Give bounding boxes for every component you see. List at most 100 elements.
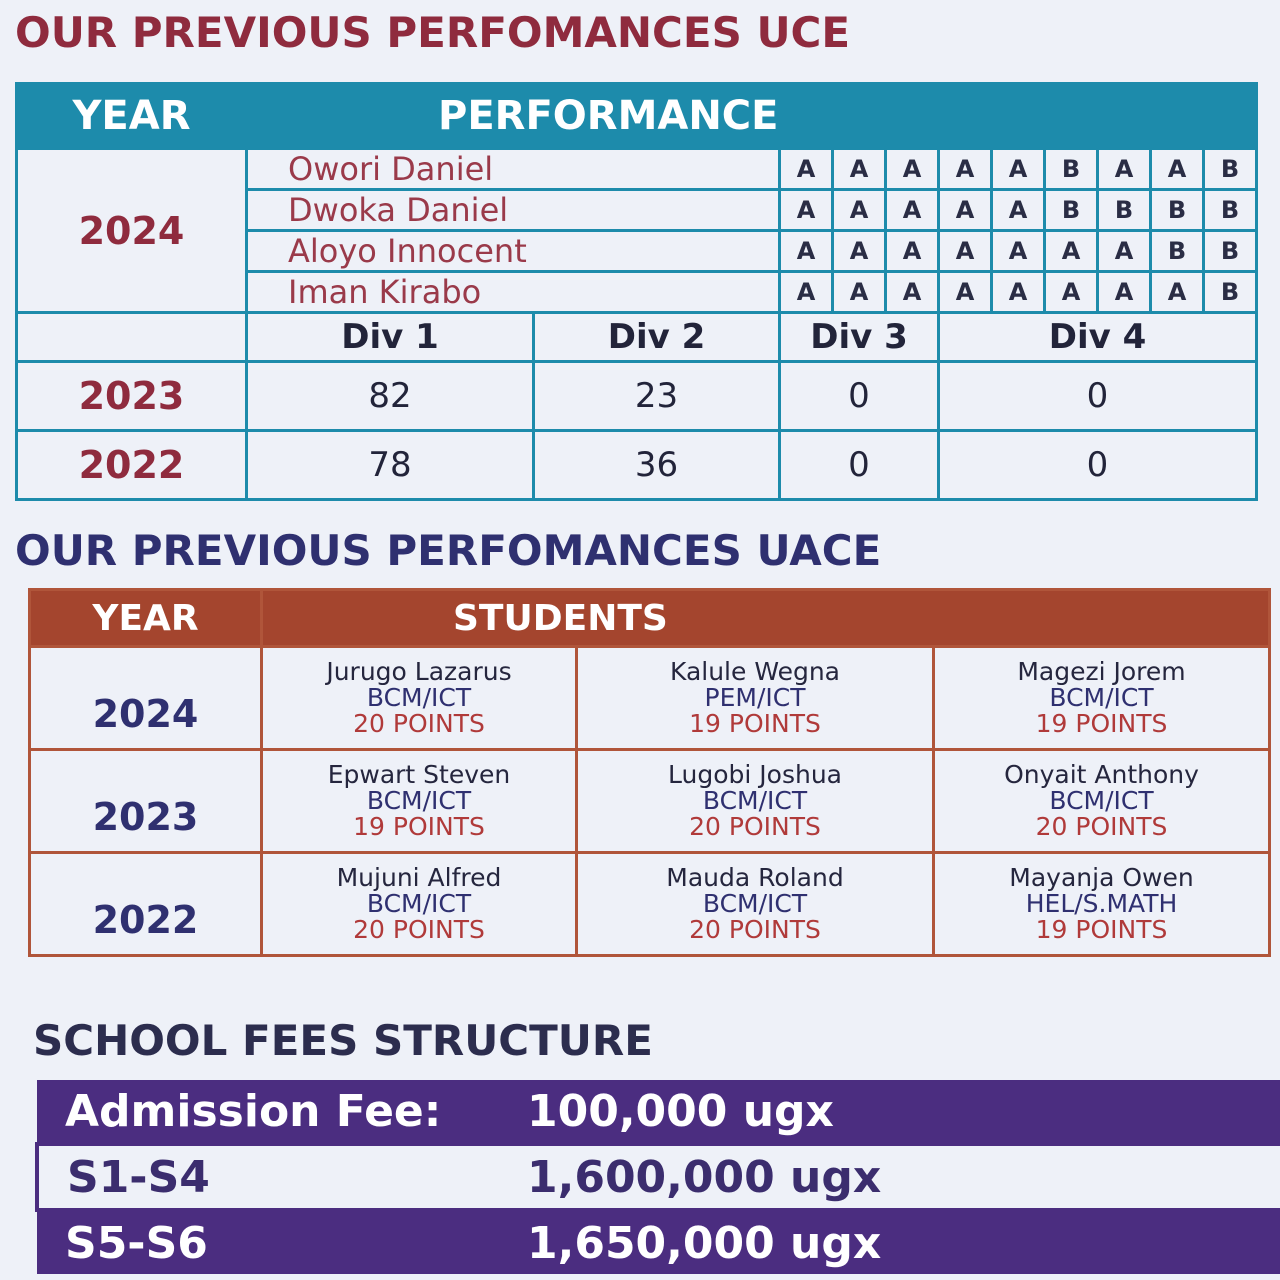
student-name: Aloyo Innocent	[245, 229, 781, 273]
division-row: 2022 78 36 0 0	[15, 429, 1258, 501]
subject-combination: BCM/ICT	[702, 889, 808, 918]
year-header: YEAR	[28, 588, 263, 648]
year-header: YEAR	[15, 82, 248, 150]
fee-row: S5-S6 1,650,000 ugx	[37, 1210, 1280, 1274]
uace-performance-table: YEAR STUDENTS 2024 Jurugo Lazarus BCM/ICT 20 …	[28, 588, 1271, 957]
grade-cell: A	[778, 270, 834, 314]
division-header: Div 2	[532, 311, 781, 363]
uace-row: 2022 Mujuni Alfred BCM/ICT 20 POINTS Mauda R…	[28, 851, 1271, 957]
grade-cell: A	[831, 270, 887, 314]
student-grade-row: Iman Kirabo A A A A A A A A B	[17, 270, 1258, 314]
student-points: 20 POINTS	[689, 915, 821, 944]
students-header: STUDENTS	[260, 588, 1271, 648]
student-points: 20 POINTS	[353, 915, 485, 944]
year-cell: 2022	[28, 851, 263, 957]
student-name: Mauda Roland	[666, 863, 844, 892]
subject-combination: BCM/ICT	[702, 786, 808, 815]
student-points: 19 POINTS	[1035, 915, 1168, 944]
fees-table: Admission Fee: 100,000 ugx S1-S4 1,600,000 …	[35, 1080, 1280, 1274]
grade-cell: B	[1202, 270, 1258, 314]
year-cell: 2022	[15, 429, 248, 501]
student-cell: Mayanja Owen HEL/S.MATH 19 POINTS	[932, 851, 1271, 957]
subject-combination: BCM/ICT	[1049, 683, 1154, 712]
subject-combination: BCM/ICT	[1049, 786, 1154, 815]
student-grade-row: Aloyo Innocent A A A A A A A B B	[17, 229, 1258, 273]
grade-cell: A	[1043, 270, 1099, 314]
performance-header: PERFORMANCE	[245, 82, 1258, 150]
student-name: Onyait Anthony	[1004, 760, 1199, 789]
student-cell: Onyait Anthony BCM/ICT 20 POINTS	[932, 748, 1271, 854]
student-cell: Lugobi Joshua BCM/ICT 20 POINTS	[575, 748, 935, 854]
student-cell: Mujuni Alfred BCM/ICT 20 POINTS	[260, 851, 578, 957]
fee-label: S5-S6	[37, 1210, 497, 1274]
student-cell: Mauda Roland BCM/ICT 20 POINTS	[575, 851, 935, 957]
grade-cell: A	[1043, 229, 1099, 273]
grade-cell: A	[990, 229, 1046, 273]
fee-amount: 1,650,000 ugx	[497, 1210, 1280, 1274]
fee-amount: 100,000 ugx	[497, 1080, 1280, 1144]
grade-cell: B	[1202, 188, 1258, 232]
grade-cell: A	[937, 229, 993, 273]
grade-cell: A	[937, 270, 993, 314]
grade-cell: B	[1202, 229, 1258, 273]
division-header: Div 1	[245, 311, 535, 363]
subject-combination: PEM/ICT	[704, 683, 806, 712]
fees-title: SCHOOL FEES STRUCTURE	[33, 1016, 653, 1065]
empty-cell	[15, 311, 248, 363]
year-cell: 2023	[28, 748, 263, 854]
grade-cell: A	[1149, 270, 1205, 314]
division-count: 78	[245, 429, 535, 501]
student-name: Owori Daniel	[245, 147, 781, 191]
grade-cell: A	[990, 147, 1046, 191]
grade-cell: A	[831, 229, 887, 273]
student-cell: Kalule Wegna PEM/ICT 19 POINTS	[575, 645, 935, 751]
year-cell: 2024	[15, 147, 248, 314]
division-count: 36	[532, 429, 781, 501]
student-cell: Epwart Steven BCM/ICT 19 POINTS	[260, 748, 578, 854]
grade-cell: A	[937, 147, 993, 191]
grade-cell: B	[1202, 147, 1258, 191]
division-header: Div 4	[937, 311, 1258, 363]
division-count: 0	[937, 360, 1258, 432]
grade-cell: A	[990, 270, 1046, 314]
subject-combination: BCM/ICT	[366, 889, 472, 918]
division-header: Div 3	[778, 311, 940, 363]
year-cell: 2024	[28, 645, 263, 751]
uace-title: OUR PREVIOUS PERFOMANCES UACE	[15, 526, 882, 575]
student-name: Mayanja Owen	[1009, 863, 1194, 892]
grade-cell: A	[990, 188, 1046, 232]
subject-combination: BCM/ICT	[366, 786, 472, 815]
grade-cell: A	[884, 270, 940, 314]
fee-row: Admission Fee: 100,000 ugx	[37, 1080, 1280, 1144]
uace-header-row: YEAR STUDENTS	[28, 588, 1271, 648]
grade-cell: B	[1043, 147, 1099, 191]
grade-cell: A	[831, 147, 887, 191]
division-count: 0	[937, 429, 1258, 501]
grade-cell: A	[778, 188, 834, 232]
student-points: 20 POINTS	[689, 812, 821, 841]
student-name: Mujuni Alfred	[336, 863, 502, 892]
grade-cell: A	[831, 188, 887, 232]
grade-cell: A	[1096, 147, 1152, 191]
division-header-row: Div 1 Div 2 Div 3 Div 4	[15, 311, 1258, 363]
division-count: 0	[778, 360, 940, 432]
division-count: 0	[778, 429, 940, 501]
fee-label: Admission Fee:	[37, 1080, 497, 1144]
fee-amount: 1,600,000 ugx	[497, 1142, 1280, 1212]
fee-row: S1-S4 1,600,000 ugx	[35, 1142, 1280, 1212]
grade-cell: A	[884, 147, 940, 191]
division-row: 2023 82 23 0 0	[15, 360, 1258, 432]
student-name: Lugobi Joshua	[668, 760, 842, 789]
division-count: 82	[245, 360, 535, 432]
subject-combination: HEL/S.MATH	[1025, 889, 1178, 918]
student-name: Dwoka Daniel	[245, 188, 781, 232]
fee-label: S1-S4	[35, 1142, 497, 1212]
student-points: 19 POINTS	[353, 812, 485, 841]
division-count: 23	[532, 360, 781, 432]
student-cell: Magezi Jorem BCM/ICT 19 POINTS	[932, 645, 1271, 751]
student-grade-row: 2024 Owori Daniel A A A A A B A A B	[15, 147, 1258, 314]
student-points: 20 POINTS	[1035, 812, 1168, 841]
grade-cell: A	[937, 188, 993, 232]
student-points: 19 POINTS	[689, 709, 821, 738]
grade-cell: B	[1149, 188, 1205, 232]
